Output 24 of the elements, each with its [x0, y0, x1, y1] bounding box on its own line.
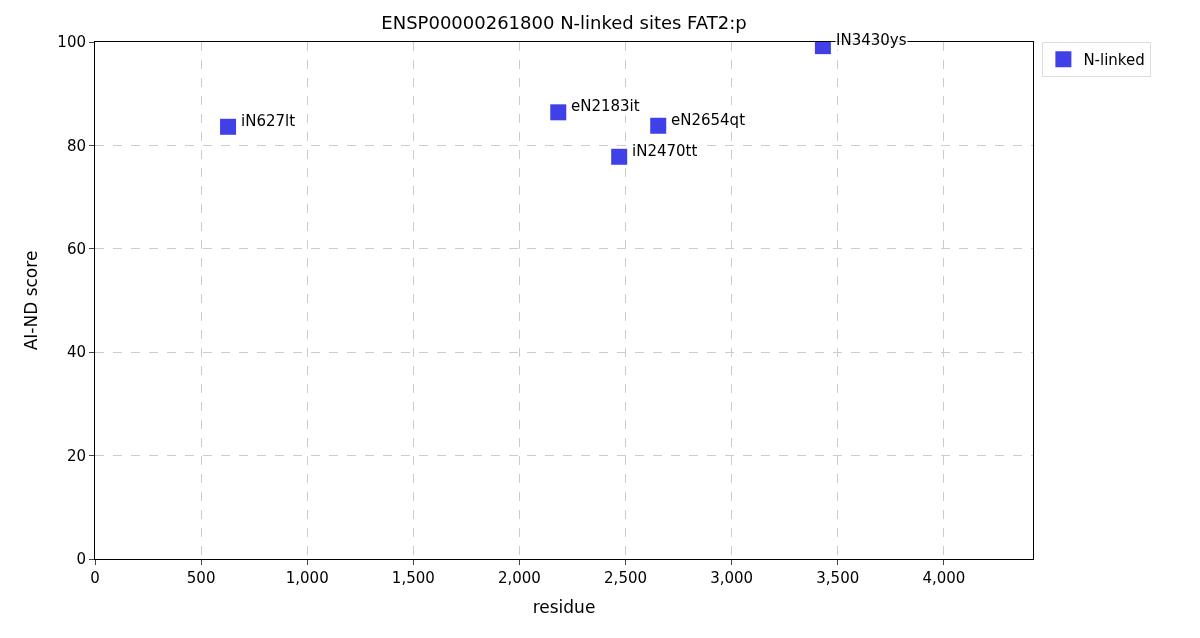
y-axis-title: AI-ND score [20, 250, 41, 351]
y-tick-label: 60 [66, 240, 86, 259]
x-tick-label: 4,000 [922, 569, 966, 587]
x-axis-title: residue [532, 597, 596, 618]
annotation: eN2654qt [671, 111, 746, 129]
annotation: eN2183it [571, 97, 640, 115]
x-tick-label: 3,500 [816, 569, 860, 587]
x-tick-label: 500 [186, 569, 216, 587]
x-tick-label: 1,500 [391, 569, 435, 587]
annotation: IN3430ys [836, 31, 907, 49]
annotation: iN627lt [241, 112, 296, 130]
y-tick-label: 0 [76, 550, 86, 569]
x-tick-label: 1,000 [285, 569, 329, 587]
annotation: iN2470tt [632, 142, 698, 160]
y-tick-label: 100 [57, 33, 86, 52]
y-tick-label: 80 [66, 136, 86, 155]
legend-label: N-linked [1083, 51, 1145, 70]
x-tick-label: 2,000 [497, 569, 541, 587]
x-tick-label: 3,000 [710, 569, 754, 587]
y-tick-label: 40 [66, 343, 86, 362]
chart-title: ENSP00000261800 N-linked sites FAT2:p [381, 11, 747, 33]
y-tick-label: 20 [66, 446, 86, 465]
x-tick-label: 0 [90, 569, 100, 587]
x-tick-label: 2,500 [604, 569, 648, 587]
